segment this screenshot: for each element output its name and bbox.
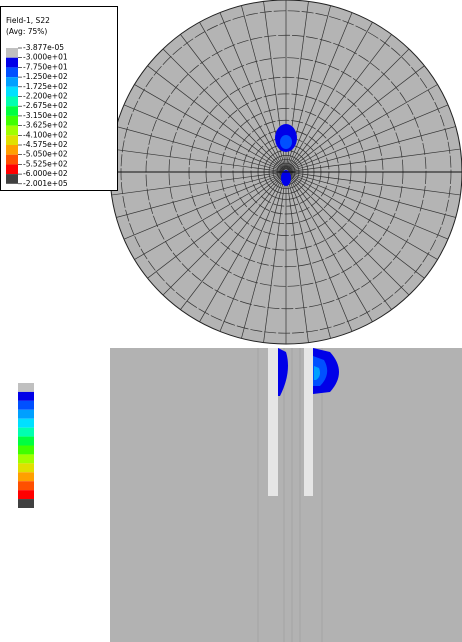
color-bar-cell bbox=[18, 401, 34, 410]
legend-swatch bbox=[6, 145, 18, 155]
viewport: Field-1, S22 (Avg: 75%) -3.877e-05-3.000… bbox=[0, 0, 462, 642]
legend-swatch bbox=[6, 126, 18, 136]
color-bar-cell bbox=[18, 383, 34, 392]
color-bar-cell bbox=[18, 490, 34, 499]
color-bar-cell bbox=[18, 499, 34, 508]
legend-label: -3.150e+02 bbox=[23, 111, 68, 120]
legend-label: -3.625e+02 bbox=[23, 121, 68, 130]
legend-label: -4.100e+02 bbox=[23, 130, 68, 139]
legend-label: -3.877e-05 bbox=[23, 43, 64, 52]
section-view bbox=[110, 348, 462, 642]
color-bar-cell bbox=[18, 454, 34, 463]
legend-swatch bbox=[6, 67, 18, 77]
color-bar-cell bbox=[18, 472, 34, 481]
color-bar-cell bbox=[18, 446, 34, 455]
color-bar-cell bbox=[18, 419, 34, 428]
color-bar bbox=[18, 383, 34, 508]
legend-subtitle: (Avg: 75%) bbox=[6, 27, 47, 36]
legend-swatch bbox=[6, 87, 18, 97]
legend-swatch bbox=[6, 164, 18, 174]
legend-swatch bbox=[6, 155, 18, 165]
legend-label: -3.000e+01 bbox=[23, 53, 68, 62]
pile bbox=[304, 348, 313, 496]
legend-label: -2.200e+02 bbox=[23, 92, 68, 101]
legend-swatch bbox=[6, 77, 18, 87]
color-bar-cell bbox=[18, 437, 34, 446]
pile bbox=[268, 348, 278, 496]
legend-label: -5.525e+02 bbox=[23, 159, 68, 168]
legend-label: -6.000e+02 bbox=[23, 169, 68, 178]
legend-swatch bbox=[6, 48, 18, 58]
legend-swatch bbox=[6, 135, 18, 145]
color-bar-cell bbox=[18, 392, 34, 401]
legend-swatch bbox=[6, 116, 18, 126]
legend-swatch bbox=[6, 97, 18, 107]
legend-label: -7.750e+01 bbox=[23, 62, 68, 71]
legend-title: Field-1, S22 bbox=[6, 16, 50, 25]
color-bar-cell bbox=[18, 463, 34, 472]
legend-label: -2.001e+05 bbox=[23, 179, 68, 188]
legend-swatch bbox=[6, 58, 18, 68]
legend: -3.877e-05-3.000e+01-7.750e+01-1.250e+02… bbox=[6, 43, 68, 188]
legend-swatch bbox=[6, 174, 18, 184]
legend-label: -1.725e+02 bbox=[23, 82, 68, 91]
color-bar-cell bbox=[18, 481, 34, 490]
legend-swatch bbox=[6, 106, 18, 116]
legend-label: -1.250e+02 bbox=[23, 72, 68, 81]
legend-label: -4.575e+02 bbox=[23, 140, 68, 149]
color-bar-cell bbox=[18, 428, 34, 437]
color-bar-cell bbox=[18, 410, 34, 419]
blob bbox=[280, 135, 292, 149]
legend-label: -5.050e+02 bbox=[23, 150, 68, 159]
legend-label: -2.675e+02 bbox=[23, 101, 68, 110]
